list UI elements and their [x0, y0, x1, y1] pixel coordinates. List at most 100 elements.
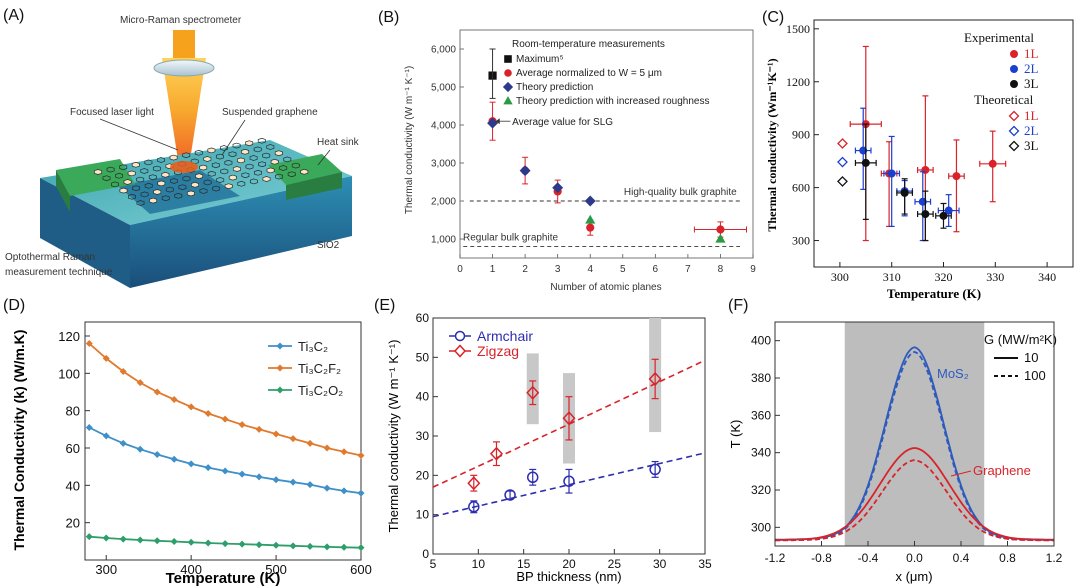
b-point [715, 233, 726, 243]
lattice-cell [148, 174, 157, 181]
panel-c-ylabel: Thermal conductivity (Wm⁻¹K⁻¹) [765, 58, 779, 231]
d-point [119, 535, 127, 543]
c-legend-marker [1010, 65, 1018, 73]
lattice-cell [241, 172, 250, 179]
panel-f: (F) -1.2 -0.8 -0.4 0.0 0.4 0.8 1.2 300 320 340 360… [728, 297, 1063, 584]
e-point [504, 489, 516, 501]
b-point [584, 195, 596, 207]
c-theory-point [837, 138, 848, 149]
d-ytick-label: 80 [66, 404, 80, 419]
c-point [900, 188, 909, 197]
lattice-cell [153, 189, 162, 195]
e-xtick-label: 10 [472, 557, 486, 571]
lattice-cell [291, 162, 300, 169]
d-point [357, 451, 365, 459]
f-ytick-label: 340 [751, 446, 771, 460]
c-point [944, 206, 953, 215]
lattice-cell [237, 157, 245, 164]
f-xtick-label: 1.2 [1046, 551, 1063, 565]
d-point [238, 470, 246, 478]
d-xtick-label: 500 [265, 562, 287, 577]
b-legend-marker [503, 96, 513, 105]
panel-e-ylabel: Thermal conductivity (W m⁻¹ K⁻¹) [386, 340, 401, 533]
b-ytick-label: 3,000 [431, 159, 456, 170]
panel-b-label: (B) [378, 9, 399, 26]
caption-line-1: Optothermal Raman [5, 252, 95, 263]
lattice-cell [266, 167, 275, 174]
d-legend-marker [276, 364, 284, 372]
b-xtick-label: 1 [490, 264, 496, 275]
lattice-cell [211, 162, 220, 169]
e-ytick-label: 20 [416, 468, 430, 482]
d-point [153, 451, 161, 459]
e-xtick-label: 30 [653, 557, 667, 571]
lattice-cell [283, 156, 292, 163]
d-point [306, 481, 314, 489]
b-ref-label: High-quality bulk graphite [624, 187, 737, 198]
f-ytick-label: 360 [751, 408, 771, 422]
c-legend-theo-label: 1L [1024, 108, 1039, 123]
f-ytick-label: 300 [751, 520, 771, 534]
b-xtick-label: 0 [457, 264, 463, 275]
panel-f-frame [774, 321, 1055, 547]
c-legend-marker [1010, 50, 1018, 58]
d-point [289, 542, 297, 550]
b-legend-marker [502, 81, 514, 93]
c-legend-theo-label: 3L [1024, 138, 1039, 153]
e-legend-marker [453, 344, 467, 358]
d-point [85, 339, 93, 347]
panel-c-label: (C) [762, 9, 784, 26]
panel-e-label: (E) [374, 297, 395, 314]
d-point [272, 476, 280, 484]
lattice-cell [157, 180, 166, 187]
c-point [939, 211, 948, 220]
b-legend-label: Theory prediction [516, 82, 593, 93]
c-legend-label: 1L [1024, 46, 1039, 61]
b-ytick-label: 6,000 [431, 45, 456, 56]
e-xtick-label: 35 [698, 557, 712, 571]
lattice-cell [274, 150, 283, 157]
b-point [716, 225, 725, 234]
lattice-cell [182, 175, 191, 182]
panel-f-ylabel: T (K) [728, 420, 743, 449]
d-point [323, 484, 331, 492]
b-legend-label: Theory prediction with increased roughne… [516, 96, 709, 107]
lattice-cell [128, 193, 136, 200]
lattice-cell [106, 166, 115, 173]
d-point [102, 432, 110, 440]
b-annotation: Average value for SLG [512, 117, 613, 128]
f-curve [775, 447, 1054, 541]
d-legend-label: Ti₃C₂F₂ [298, 361, 341, 376]
f-xtick-label: -0.4 [858, 551, 879, 565]
c-ytick-label: 600 [792, 181, 810, 195]
b-ref-label: Regular bulk graphite [463, 233, 558, 244]
lattice-cell [257, 137, 266, 144]
d-point [272, 430, 280, 438]
lattice-cell [199, 188, 208, 194]
e-ytick-label: 40 [416, 390, 430, 404]
e-ytick-label: 30 [416, 429, 430, 443]
e-point [562, 411, 576, 426]
laser-label: Focused laser light [70, 107, 154, 118]
panel-c-xlabel: Temperature (K) [887, 286, 981, 301]
d-point [170, 455, 178, 463]
b-legend-title: Room-temperature measurements [512, 39, 665, 50]
lattice-cell [199, 164, 208, 171]
f-graphene-arrow [950, 470, 972, 477]
e-ytick-label: 0 [422, 547, 429, 561]
d-xtick-label: 600 [350, 562, 372, 577]
d-point [204, 464, 212, 472]
lens [153, 59, 215, 77]
b-ytick-label: 2,000 [431, 197, 456, 208]
b-legend-label: Maximum⁵ [516, 54, 563, 65]
caption-line-2: measurement technique [5, 267, 113, 278]
d-point [221, 467, 229, 475]
lattice-cell [102, 175, 111, 182]
lattice-cell [111, 181, 119, 188]
b-xtick-label: 3 [555, 264, 561, 275]
lattice-cell [161, 195, 170, 202]
d-point [102, 534, 110, 542]
f-xtick-label: 0.0 [906, 551, 923, 565]
c-ytick-label: 300 [792, 234, 810, 248]
e-legend-label: Zigzag [477, 343, 519, 359]
